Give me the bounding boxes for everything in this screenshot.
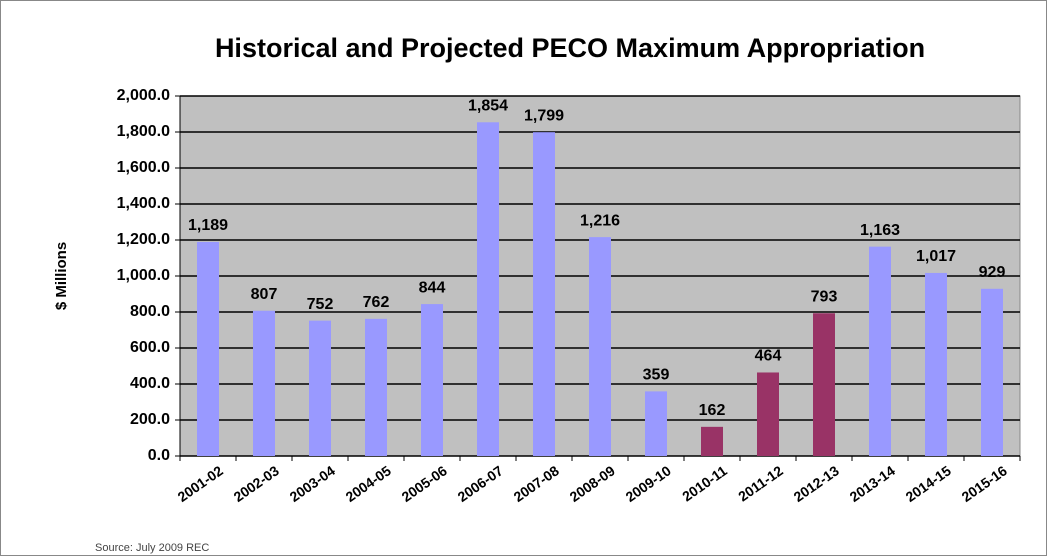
bar xyxy=(589,237,611,456)
value-label: 1,799 xyxy=(524,107,564,124)
bar xyxy=(477,122,499,456)
value-label: 762 xyxy=(363,294,390,311)
value-label: 1,163 xyxy=(860,222,900,239)
value-label: 162 xyxy=(699,402,726,419)
value-label: 1,854 xyxy=(468,97,508,114)
bar xyxy=(645,391,667,456)
bar xyxy=(365,318,387,456)
y-tick-label: 1,800.0 xyxy=(117,123,170,140)
value-label: 844 xyxy=(419,279,446,296)
bar xyxy=(869,246,891,456)
bar xyxy=(253,310,275,456)
bar xyxy=(533,132,555,456)
bar xyxy=(981,288,1003,456)
bar xyxy=(757,372,779,456)
y-tick-label: 1,200.0 xyxy=(117,231,170,248)
value-label: 807 xyxy=(251,286,278,303)
value-label: 1,017 xyxy=(916,248,956,265)
value-label: 793 xyxy=(811,288,838,305)
value-label: 1,216 xyxy=(580,212,620,229)
bar xyxy=(421,304,443,456)
y-tick-label: 800.0 xyxy=(130,303,170,320)
value-label: 464 xyxy=(755,348,782,365)
y-tick-label: 600.0 xyxy=(130,339,170,356)
y-tick-label: 1,400.0 xyxy=(117,195,170,212)
y-tick-label: 0.0 xyxy=(148,447,170,464)
source-note: Source: July 2009 REC xyxy=(95,542,209,554)
chart-title: Historical and Projected PECO Maximum Ap… xyxy=(215,33,925,63)
y-tick-label: 400.0 xyxy=(130,375,170,392)
bar xyxy=(925,272,947,456)
value-label: 359 xyxy=(643,367,670,384)
value-label: 929 xyxy=(979,264,1006,281)
value-label: 1,189 xyxy=(188,217,228,234)
value-label: 752 xyxy=(307,296,334,313)
y-tick-label: 2,000.0 xyxy=(117,87,170,104)
y-axis-label: $ Millions xyxy=(53,242,70,310)
bar xyxy=(197,241,219,456)
bar xyxy=(701,426,723,456)
y-tick-label: 1,600.0 xyxy=(117,159,170,176)
bar xyxy=(813,313,835,456)
y-tick-label: 1,000.0 xyxy=(117,267,170,284)
bar xyxy=(309,320,331,456)
y-tick-label: 200.0 xyxy=(130,411,170,428)
